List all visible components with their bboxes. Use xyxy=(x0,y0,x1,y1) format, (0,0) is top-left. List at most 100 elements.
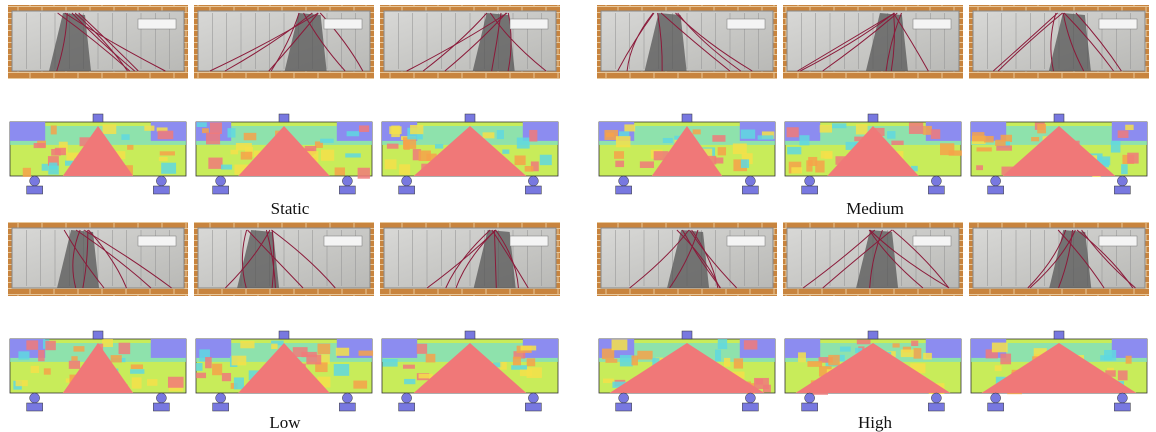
contour-blob xyxy=(619,131,629,137)
damage-contour xyxy=(971,114,1147,194)
specimen-tag xyxy=(138,19,176,29)
contour-blob xyxy=(51,149,61,156)
contour-blob xyxy=(624,124,635,131)
contour-blob xyxy=(202,128,209,133)
contour-blob xyxy=(527,358,536,366)
specimen-tag xyxy=(138,236,176,246)
contour-blob xyxy=(318,344,331,354)
contour-blob xyxy=(820,125,832,132)
contour-blob xyxy=(161,163,176,174)
contour-blob xyxy=(221,165,232,170)
contour-blob xyxy=(335,167,345,175)
contour-blob xyxy=(417,344,427,354)
contour-blob xyxy=(724,358,730,367)
contour-blob xyxy=(271,344,277,349)
contour-blob xyxy=(16,380,28,386)
contour-blob xyxy=(320,139,334,143)
panel-caption: Static xyxy=(271,199,310,218)
contour-blob xyxy=(824,153,832,159)
contour-blob xyxy=(127,145,133,150)
contour-blob xyxy=(923,126,932,135)
support-roller xyxy=(619,176,629,186)
damage-contour xyxy=(196,331,373,411)
support-plate xyxy=(525,403,541,411)
contour-blob xyxy=(404,379,415,384)
contour-corner xyxy=(151,339,186,358)
contour-blob xyxy=(234,377,244,389)
contour-blob xyxy=(222,373,231,381)
contour-blob xyxy=(807,361,822,367)
contour-blob xyxy=(712,135,725,142)
contour-blob xyxy=(787,147,801,154)
contour-blob xyxy=(1037,124,1046,133)
contour-blob xyxy=(410,125,423,134)
contour-blob xyxy=(147,379,157,386)
support-plate xyxy=(616,403,632,411)
contour-blob xyxy=(359,351,374,356)
support-roller xyxy=(619,393,629,403)
contour-blob xyxy=(197,122,207,127)
contour-blob xyxy=(603,379,614,383)
contour-blob xyxy=(832,123,846,128)
load-plate xyxy=(93,331,103,339)
specimen-tag xyxy=(1099,19,1137,29)
contour-blob xyxy=(515,155,526,165)
specimen-photo xyxy=(783,5,963,79)
contour-blob xyxy=(615,161,624,167)
contour-blob xyxy=(345,153,361,157)
support-plate xyxy=(339,403,355,411)
damage-contour xyxy=(382,114,558,194)
support-roller xyxy=(805,176,815,186)
support-plate xyxy=(802,186,818,194)
specimen-photo xyxy=(969,5,1149,79)
specimen-photo xyxy=(969,222,1149,296)
contour-blob xyxy=(525,166,534,172)
support-plate xyxy=(399,403,415,411)
load-plate xyxy=(682,331,692,339)
contour-blob xyxy=(51,125,57,134)
contour-blob xyxy=(144,126,154,131)
load-plate xyxy=(279,114,289,122)
contour-blob xyxy=(612,339,628,350)
contour-blob xyxy=(241,152,253,160)
contour-blob xyxy=(483,132,495,138)
contour-blob xyxy=(972,132,984,141)
contour-blob xyxy=(744,340,757,349)
specimen-photo xyxy=(380,5,560,79)
contour-blob xyxy=(857,340,871,345)
support-plate xyxy=(988,403,1004,411)
contour-blob xyxy=(923,353,932,360)
contour-blob xyxy=(887,131,895,139)
contour-blob xyxy=(893,343,900,347)
contour-blob xyxy=(637,351,652,360)
contour-blob xyxy=(517,138,530,149)
contour-blob xyxy=(901,350,914,358)
contour-blob xyxy=(1104,350,1116,361)
contour-blob xyxy=(232,356,247,366)
support-plate xyxy=(742,186,758,194)
contour-blob xyxy=(992,343,1008,353)
contour-blob xyxy=(1000,354,1011,365)
contour-blob xyxy=(840,347,851,352)
contour-blob xyxy=(520,370,532,377)
contour-blob xyxy=(131,364,143,369)
support-roller xyxy=(342,393,352,403)
contour-blob xyxy=(435,144,443,148)
contour-blob xyxy=(34,143,46,148)
support-roller xyxy=(991,176,1001,186)
panel-caption: Medium xyxy=(846,199,904,218)
contour-blob xyxy=(18,351,29,359)
contour-blob xyxy=(911,341,918,346)
contour-blob xyxy=(620,355,633,366)
contour-blob xyxy=(244,133,257,140)
contour-blob xyxy=(931,129,940,139)
contour-blob xyxy=(977,147,992,151)
contour-blob xyxy=(389,126,401,134)
support-plate xyxy=(399,186,415,194)
contour-blob xyxy=(210,122,222,134)
panel-caption: High xyxy=(858,413,893,432)
contour-blob xyxy=(212,364,222,376)
support-roller xyxy=(30,176,40,186)
contour-blob xyxy=(1118,370,1128,380)
contour-blob xyxy=(502,149,509,153)
